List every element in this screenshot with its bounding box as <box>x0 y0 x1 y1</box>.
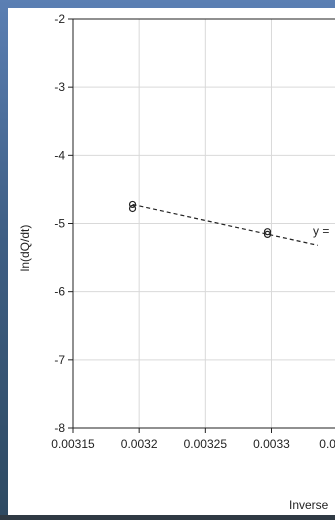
y-axis-label: ln(dQ/dt) <box>18 225 32 272</box>
data-point <box>128 204 137 213</box>
scatter-chart: -2-3-4-5-6-7-8 0.00315 0.0032 0.00325 0.003… <box>18 12 335 512</box>
axes <box>68 18 335 433</box>
chart-plate: -2 -3 -4 -5 -6 -7 -8 0.00315 0.0032 0.00325 0.003… <box>8 8 335 515</box>
data-point <box>128 200 137 209</box>
data-points <box>128 200 272 239</box>
x-axis-label: Inverse <box>289 498 329 512</box>
y-tick-label: -7 <box>54 353 65 367</box>
x-tick-label: 0.0033 <box>319 437 335 451</box>
y-tick-label: -2 <box>54 12 65 26</box>
data-point <box>263 228 272 236</box>
y-tick-label: -6 <box>54 285 65 299</box>
x-tick-label: 0.0033 <box>253 437 290 451</box>
grid-lines <box>73 19 335 428</box>
y-tick-label: -5 <box>54 217 65 231</box>
trendline-equation: y = <box>313 224 329 238</box>
trendline-group <box>132 203 318 246</box>
y-tick-label: -3 <box>54 80 65 94</box>
x-tick-labels: 0.00315 0.0032 0.00325 0.0033 0.0033 <box>51 437 335 451</box>
trendline <box>132 203 318 246</box>
data-point <box>263 230 272 239</box>
y-tick-label: -4 <box>54 148 65 162</box>
y-tick-labels: -2 -3 -4 -5 -6 -7 -8 <box>54 12 65 435</box>
x-tick-label: 0.00315 <box>51 437 95 451</box>
x-tick-label: 0.0032 <box>121 437 158 451</box>
y-tick-label: -8 <box>54 421 65 435</box>
x-tick-label: 0.00325 <box>184 437 228 451</box>
